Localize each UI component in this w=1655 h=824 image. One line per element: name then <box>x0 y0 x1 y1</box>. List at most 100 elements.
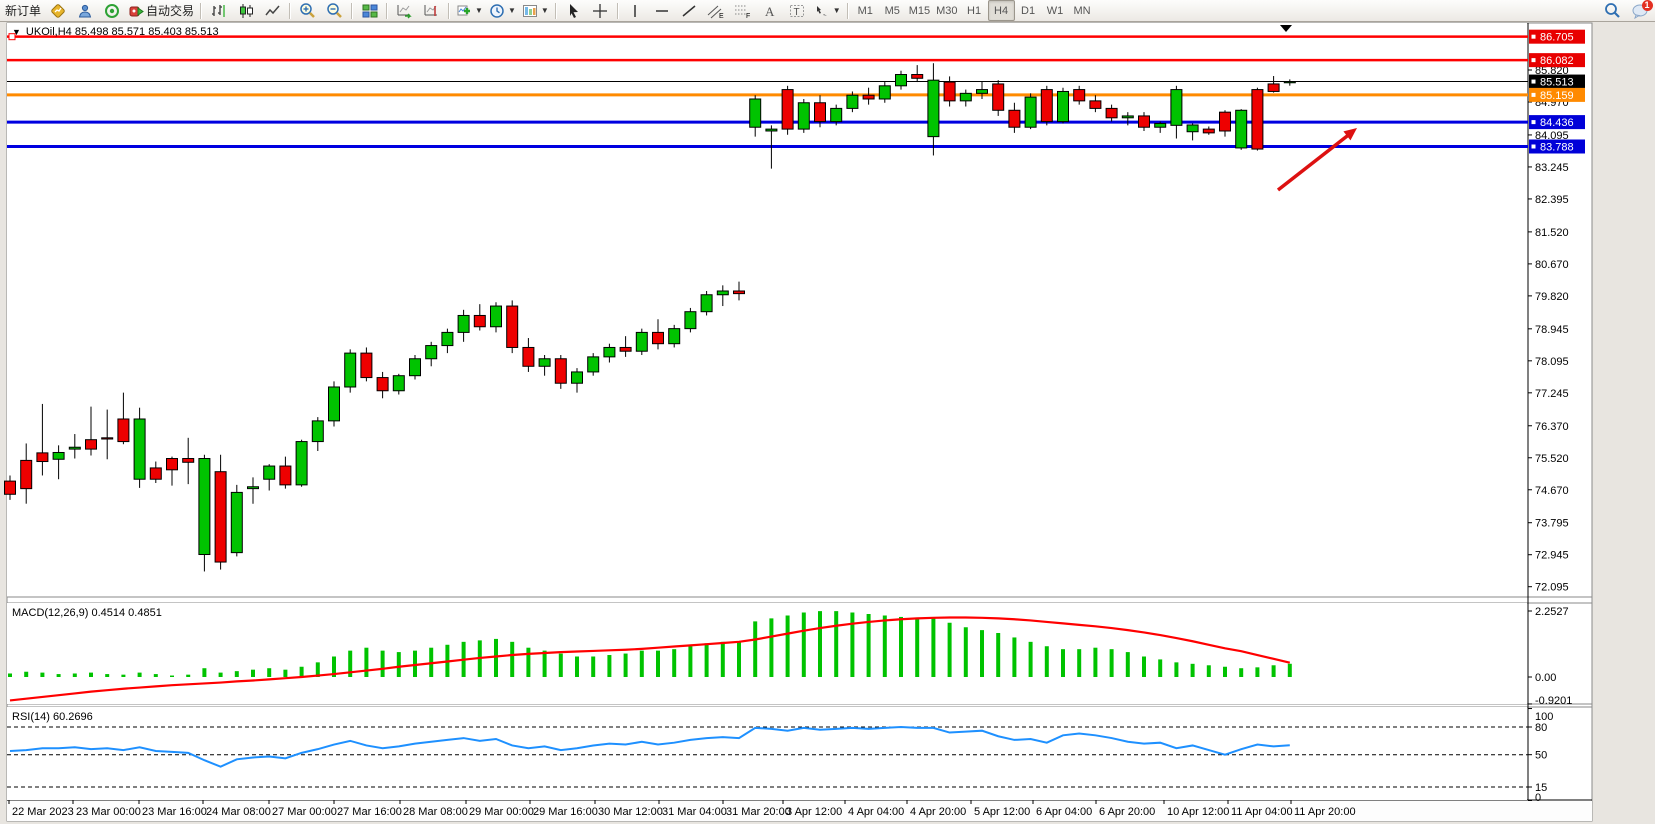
candle <box>846 94 859 109</box>
candle <box>457 314 470 333</box>
signals-icon[interactable] <box>98 0 125 21</box>
timeframe-h4[interactable]: H4 <box>987 0 1015 21</box>
windows-group <box>356 0 383 22</box>
zoom-out-icon <box>326 2 343 19</box>
dropdown-arrow-icon[interactable]: ▼ <box>832 6 841 15</box>
line-chart-icon[interactable] <box>259 0 286 21</box>
svg-text:A: A <box>765 4 775 19</box>
candle <box>797 102 810 130</box>
candle <box>571 371 583 384</box>
candle <box>1186 124 1199 133</box>
scroll-group <box>391 0 445 22</box>
search-icon[interactable] <box>1599 0 1626 21</box>
candlestick-chart-icon <box>238 3 254 19</box>
zoom-out-icon[interactable] <box>321 0 348 21</box>
crosshair-icon[interactable] <box>587 0 614 21</box>
indicators-add-icon[interactable]: ▼ <box>453 0 486 21</box>
timeframe-m30[interactable]: M30 <box>936 4 958 17</box>
chart-shift-icon[interactable] <box>418 0 445 21</box>
tile-windows-icon <box>362 3 378 19</box>
main-chart-panel[interactable] <box>7 23 1527 597</box>
channel-icon[interactable]: E <box>703 0 730 21</box>
cursor-icon[interactable] <box>560 0 587 21</box>
timeframe-m15[interactable]: M15 <box>908 4 931 17</box>
time-axis[interactable] <box>7 801 1592 821</box>
dropdown-arrow-icon[interactable]: ▼ <box>475 6 483 15</box>
periods-icon[interactable]: ▼ <box>486 0 519 21</box>
candle <box>117 418 130 443</box>
horizontal-line-icon <box>654 3 670 19</box>
candle <box>328 386 340 422</box>
signals-icon <box>104 3 120 19</box>
text-label-icon[interactable]: T <box>784 0 811 21</box>
price-tick-label: 78.095 <box>1535 356 1569 368</box>
macd-panel[interactable] <box>7 603 1527 704</box>
candle <box>473 314 486 328</box>
candle <box>1219 111 1231 132</box>
candle <box>1008 109 1021 128</box>
search-icon <box>1604 2 1621 19</box>
candle <box>635 331 648 352</box>
dropdown-arrow-icon[interactable]: ▼ <box>507 6 516 15</box>
badge-anchor-icon <box>1530 33 1537 40</box>
timeframe-h1[interactable]: H1 <box>967 4 982 17</box>
auto-scroll-icon[interactable] <box>391 0 418 21</box>
templates-icon[interactable]: ▼ <box>519 0 552 21</box>
candle <box>959 92 972 102</box>
candle <box>20 459 33 490</box>
zoom-group <box>294 0 348 22</box>
arrows-icon[interactable]: ▼ <box>811 0 844 21</box>
candle <box>781 89 794 130</box>
hline-handle[interactable] <box>8 33 16 41</box>
candle <box>311 420 324 443</box>
text-icon[interactable]: A <box>757 0 784 21</box>
rsi-panel[interactable] <box>7 707 1527 800</box>
candle <box>522 346 535 367</box>
chart-window-title: ▼ UKOil,H4 85.498 85.571 85.403 85.513 <box>12 26 219 38</box>
bar-chart-icon[interactable] <box>205 0 232 21</box>
new-order-button[interactable]: 新订单 <box>5 4 42 18</box>
fibonacci-icon[interactable]: F <box>730 0 757 21</box>
candle <box>52 451 65 460</box>
timeframe-m5[interactable]: M5 <box>884 4 900 17</box>
candle <box>506 305 519 348</box>
market-icon[interactable] <box>44 0 71 21</box>
rsi-tick-label: 0 <box>1535 792 1541 804</box>
candle <box>749 98 762 128</box>
trendline-icon[interactable] <box>676 0 703 21</box>
timeframe-m1[interactable]: M1 <box>857 4 873 17</box>
candle <box>603 346 616 358</box>
tile-windows-icon[interactable] <box>356 0 383 21</box>
candle <box>652 331 664 345</box>
candle <box>376 377 389 392</box>
indicators-add-icon <box>456 3 472 19</box>
price-badge-label: 85.159 <box>1540 90 1574 102</box>
candle <box>149 467 162 480</box>
community-icon[interactable] <box>71 0 98 21</box>
candle <box>992 83 1005 111</box>
trend-arrow-annotation[interactable] <box>1276 131 1353 192</box>
fibonacci-icon: F <box>734 3 752 19</box>
price-tick-label: 77.245 <box>1535 388 1569 400</box>
vertical-line-icon[interactable] <box>622 0 649 21</box>
svg-text:E: E <box>719 13 724 19</box>
price-tick-label: 83.245 <box>1535 162 1569 174</box>
timeframe-mn[interactable]: MN <box>1073 4 1091 17</box>
timeframe-d1[interactable]: D1 <box>1021 4 1036 17</box>
chart-shift-marker-icon[interactable] <box>1280 25 1292 32</box>
candle <box>895 74 907 87</box>
autotrading-button[interactable]: 自动交易 <box>125 0 197 21</box>
badge-anchor-icon <box>1530 78 1537 85</box>
candle <box>1121 115 1134 119</box>
symbol-dropdown-icon[interactable]: ▼ <box>12 27 21 37</box>
notifications-icon[interactable]: 1 <box>1626 0 1653 21</box>
timeframe-w1[interactable]: W1 <box>1046 4 1064 17</box>
dropdown-arrow-icon[interactable]: ▼ <box>540 6 549 15</box>
zoom-in-icon[interactable] <box>294 0 321 21</box>
price-tick-label: 74.670 <box>1535 485 1569 497</box>
timeframe-group: M1 M5 M15 M30 H1 H4 D1 W1 MN <box>852 0 1096 22</box>
horizontal-line-icon[interactable] <box>649 0 676 21</box>
time-tick-label: 4 Apr 04:00 <box>848 806 904 818</box>
candlestick-chart-icon[interactable] <box>232 0 259 21</box>
